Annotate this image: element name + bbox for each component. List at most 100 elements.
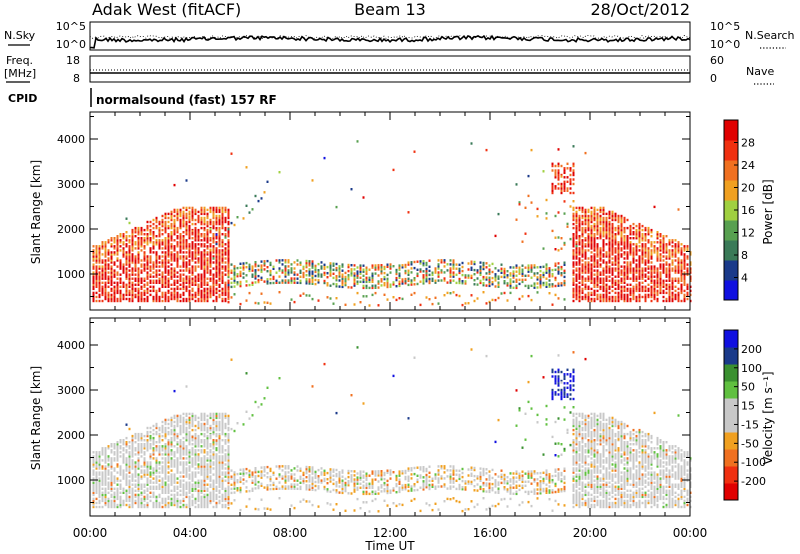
power-gate [314,278,317,282]
power-gate [191,255,194,258]
velocity-gate [134,434,137,438]
power-gate [476,277,479,280]
power-gate [575,206,578,210]
power-gate [392,281,395,284]
power-gate [524,278,527,281]
power-gate [602,220,605,224]
velocity-gate [158,505,161,509]
power-gate [506,282,509,285]
power-gate [158,228,161,232]
velocity-gate [194,459,197,462]
velocity-gate [182,463,185,466]
power-gate [593,247,596,250]
power-gate [662,291,665,295]
power-gate [671,281,674,284]
power-gate [416,272,419,275]
power-gate [599,273,602,276]
velocity-gate [110,467,113,470]
power-gate [608,224,611,228]
power-gate [236,273,239,276]
power-gate [299,294,302,297]
power-gate [347,274,350,277]
velocity-gate [134,489,137,492]
power-gate [638,269,641,272]
power-gate [620,285,623,288]
velocity-gate [182,491,185,494]
velocity-gate [212,426,215,430]
power-gate [614,257,617,260]
power-gate [203,297,206,301]
power-gate [161,220,164,224]
power-gate [608,222,611,226]
velocity-gate [209,424,212,428]
velocity-gate [161,449,164,452]
velocity-gate [107,485,110,488]
velocity-gate [161,445,164,448]
velocity-gate [131,491,134,494]
power-gate [344,283,347,287]
power-gate [377,264,380,267]
power-gate [170,239,173,242]
velocity-gate [149,495,152,499]
power-gate [194,233,197,236]
power-gate [194,257,197,260]
velocity-gate [131,473,134,476]
power-gate [563,283,566,287]
velocity-gate [218,457,221,460]
power-gate [620,287,623,291]
power-gate [206,247,209,250]
power-gate [602,287,605,291]
power-gate [308,260,311,263]
velocity-gate [212,416,215,420]
power-gate [143,257,146,260]
power-gate [554,276,557,280]
velocity-gate [131,501,134,505]
power-gate [551,164,554,168]
velocity-gate [140,436,143,440]
power-gate [104,277,107,280]
velocity-gate [101,467,104,470]
power-gate [128,293,131,297]
velocity-gate [206,469,209,472]
power-gate [536,278,539,281]
velocity-gate [173,477,176,480]
velocity-gate [137,505,140,509]
power-gate [620,222,623,226]
power-gate [614,241,617,244]
velocity-gate [158,434,161,438]
power-gate [209,255,212,258]
velocity-gate [161,483,164,486]
power-gate [338,271,341,274]
power-gate [293,277,296,280]
power-gate [140,231,143,234]
power-gate [158,289,161,293]
velocity-gate [194,487,197,490]
power-gate [425,296,428,299]
power-gate [170,297,173,301]
power-gate [686,283,689,286]
power-gate [686,267,689,270]
power-gate [236,216,239,219]
power-gate [161,285,164,288]
power-gate [188,277,191,280]
velocity-gate [101,487,104,490]
power-gate [155,224,158,228]
power-gate [137,259,140,262]
power-gate [665,245,668,248]
power-gate [179,226,182,230]
power-gate [599,226,602,230]
power-gate [227,241,230,244]
power-gate [326,276,329,279]
power-gate [128,259,131,262]
power-gate [197,293,200,297]
velocity-gate [137,489,140,492]
power-gate [632,287,635,291]
power-gate [581,220,584,224]
power-gate [158,287,161,291]
power-gate [584,279,587,282]
power-gate [647,251,650,254]
power-gate [518,297,521,301]
power-gate [215,247,218,250]
velocity-gate [182,428,185,432]
power-gate [581,295,584,299]
